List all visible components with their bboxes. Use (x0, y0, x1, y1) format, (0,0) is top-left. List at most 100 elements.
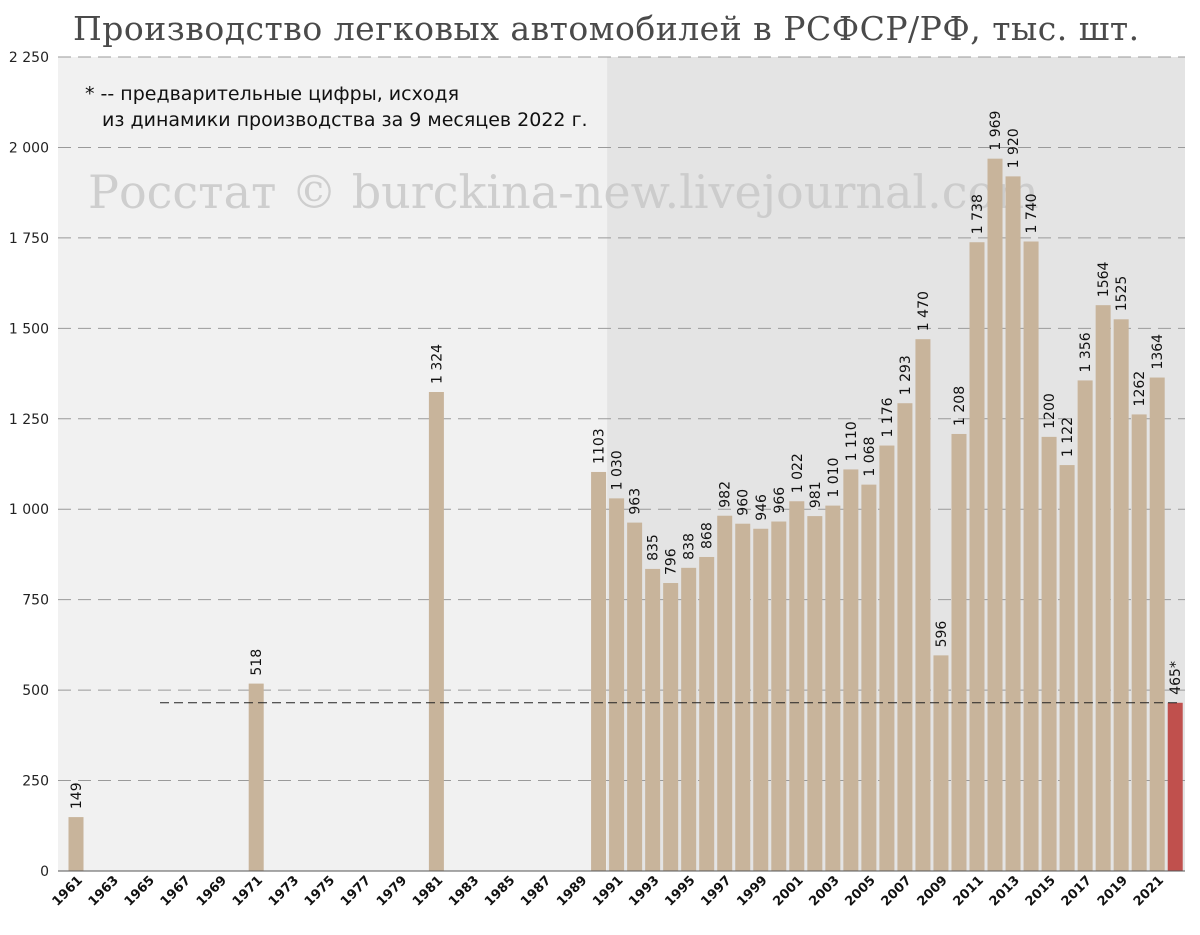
note-line-2: из динамики производства за 9 месяцев 20… (102, 109, 588, 131)
data-label: 1103 (592, 428, 608, 464)
bar (68, 817, 84, 871)
bar (699, 556, 715, 871)
data-label: 1 470 (916, 291, 932, 331)
data-label: 149 (69, 782, 85, 809)
bar (933, 655, 949, 871)
data-label: 1 293 (898, 355, 914, 395)
data-label: 1 920 (1006, 128, 1022, 168)
bar (861, 484, 877, 871)
x-tick-label: 2009 (915, 873, 951, 909)
bar (627, 522, 643, 871)
bar (897, 403, 913, 871)
data-label: 1 010 (826, 458, 842, 498)
x-tick-label: 2011 (951, 873, 987, 909)
x-tick-label: 2003 (806, 873, 842, 909)
data-label: 960 (736, 489, 752, 516)
bar (1059, 465, 1075, 871)
data-label: 1 738 (970, 194, 986, 234)
y-tick-label: 500 (22, 683, 49, 699)
bar (1095, 305, 1111, 871)
data-label: 1 068 (862, 437, 878, 477)
bar (951, 433, 967, 871)
x-tick-label: 2015 (1023, 873, 1059, 909)
data-label: 518 (249, 649, 265, 676)
bar (987, 158, 1003, 872)
x-tick-label: 1989 (554, 873, 590, 909)
data-label: 1200 (1042, 393, 1058, 429)
y-axis-ticks: 0 250 500 750 1 000 1 250 1 500 1 750 2 000 2 250 (9, 50, 49, 880)
data-label: 946 (754, 494, 770, 521)
y-tick-label: 1 500 (9, 321, 49, 337)
bar (645, 568, 661, 871)
y-tick-label: 0 (40, 864, 49, 880)
bar (681, 567, 697, 871)
data-label: 465* (1168, 661, 1184, 695)
data-label: 1 030 (610, 450, 626, 490)
y-tick-label: 1 750 (9, 231, 49, 247)
bar (1077, 380, 1093, 871)
x-tick-label: 1983 (446, 873, 482, 909)
data-label: 1564 (1096, 261, 1112, 297)
x-tick-label: 1975 (302, 873, 338, 909)
y-tick-label: 1 000 (9, 502, 49, 518)
bar (825, 505, 841, 871)
data-label: 838 (682, 533, 698, 560)
bar (663, 583, 679, 871)
x-tick-label: 1979 (374, 873, 410, 909)
bar (771, 521, 787, 871)
x-tick-label: 1971 (230, 873, 266, 909)
bar (248, 683, 264, 871)
data-label: 868 (700, 522, 716, 549)
bar (915, 339, 931, 872)
data-label: 963 (628, 488, 644, 515)
data-label: 596 (934, 621, 950, 648)
x-tick-label: 1973 (266, 873, 302, 909)
x-tick-label: 1991 (590, 873, 626, 909)
bar (1167, 702, 1183, 871)
data-label: 1 324 (429, 344, 445, 384)
bar (1113, 319, 1129, 871)
y-tick-label: 750 (22, 593, 49, 609)
bar (428, 392, 444, 871)
bar (1149, 377, 1165, 871)
bar (1041, 436, 1057, 871)
x-tick-label: 1963 (86, 873, 122, 909)
data-label: 1 022 (790, 453, 806, 493)
bars (68, 158, 1183, 872)
bar (1023, 241, 1039, 872)
x-tick-label: 2019 (1095, 873, 1131, 909)
x-tick-label: 2001 (770, 873, 806, 909)
x-tick-label: 2017 (1059, 873, 1095, 909)
bar (843, 469, 859, 871)
x-tick-label: 1987 (518, 873, 554, 909)
data-label: 1 122 (1060, 417, 1076, 457)
data-label: 1 740 (1024, 193, 1040, 233)
data-label: 982 (718, 481, 734, 508)
chart-title: Производство легковых автомобилей в РСФС… (73, 9, 1140, 48)
note-line-1: * -- предварительные цифры, исходя (85, 83, 459, 105)
data-label: 966 (772, 487, 788, 514)
bar (807, 516, 823, 871)
bar (753, 528, 769, 871)
x-tick-label: 1961 (50, 873, 86, 909)
x-tick-label: 2021 (1131, 873, 1167, 909)
x-tick-label: 1977 (338, 873, 374, 909)
data-label: 1525 (1114, 276, 1130, 312)
data-label: 1 110 (844, 421, 860, 461)
x-tick-label: 2007 (879, 873, 915, 909)
data-label: 1 176 (880, 397, 896, 437)
x-tick-label: 2005 (843, 873, 879, 909)
x-tick-label: 1965 (122, 873, 158, 909)
bar (609, 498, 625, 871)
data-label: 1 208 (952, 386, 968, 426)
x-tick-label: 1985 (482, 873, 518, 909)
data-label: 835 (646, 534, 662, 561)
bar (735, 523, 751, 871)
y-tick-label: 2 000 (9, 140, 49, 156)
x-tick-label: 1993 (626, 873, 662, 909)
bar (789, 501, 805, 871)
x-tick-label: 1999 (734, 873, 770, 909)
data-label: 1364 (1150, 334, 1166, 370)
